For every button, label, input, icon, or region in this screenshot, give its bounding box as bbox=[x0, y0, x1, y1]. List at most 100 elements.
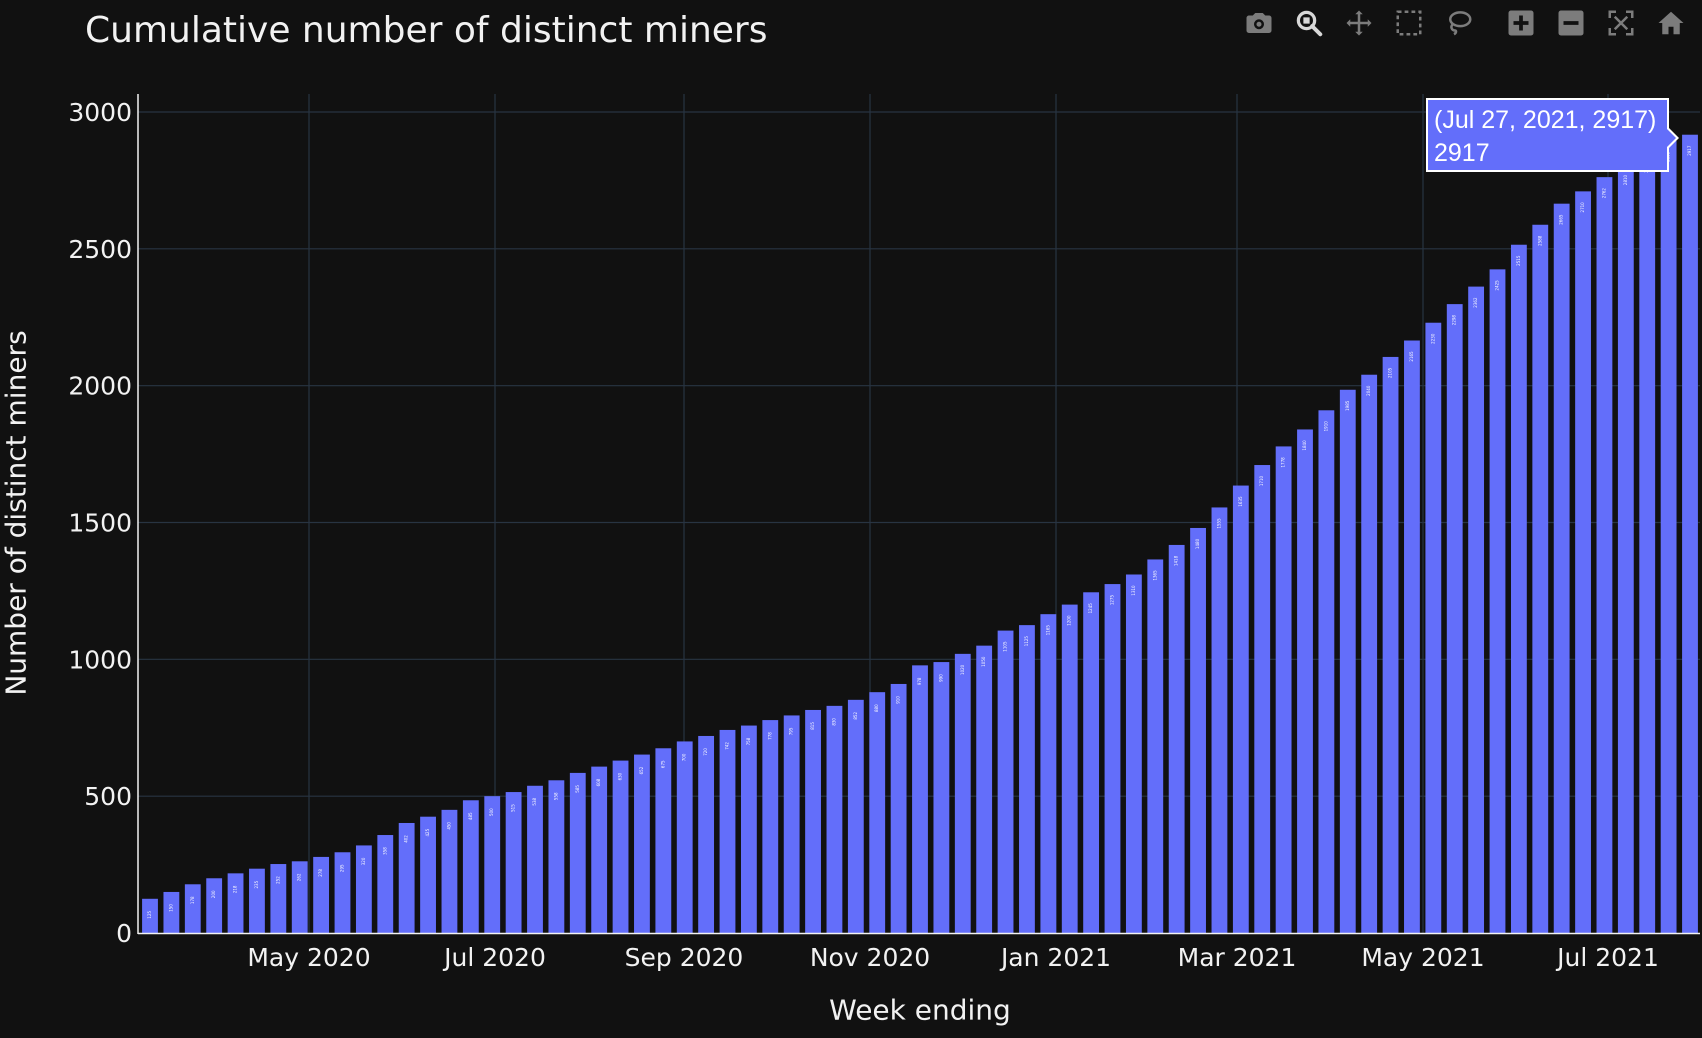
bar[interactable] bbox=[227, 873, 244, 933]
bar[interactable] bbox=[206, 878, 223, 933]
bar-value-label: 652 bbox=[639, 766, 644, 774]
bar[interactable] bbox=[1019, 625, 1035, 933]
bar[interactable] bbox=[869, 692, 886, 933]
bar[interactable] bbox=[1318, 410, 1335, 934]
x-tick-label: Jan 2021 bbox=[999, 943, 1111, 972]
bar[interactable] bbox=[441, 809, 458, 933]
bar[interactable] bbox=[1339, 389, 1356, 933]
bar[interactable] bbox=[954, 653, 971, 933]
autoscale-icon[interactable] bbox=[1604, 6, 1638, 40]
bar[interactable] bbox=[163, 891, 180, 933]
bar-value-label: 125 bbox=[147, 911, 152, 919]
bar[interactable] bbox=[591, 766, 608, 933]
bar[interactable] bbox=[313, 856, 330, 933]
bar[interactable] bbox=[826, 705, 843, 933]
bar[interactable] bbox=[1532, 224, 1549, 933]
y-tick-label: 3000 bbox=[68, 98, 132, 127]
bar[interactable] bbox=[1553, 203, 1570, 933]
bar[interactable] bbox=[1297, 429, 1313, 933]
bar[interactable] bbox=[398, 822, 415, 933]
bar[interactable] bbox=[1104, 584, 1121, 933]
bar-value-label: 585 bbox=[575, 785, 580, 793]
bar[interactable] bbox=[762, 720, 779, 933]
bar-value-label: 538 bbox=[532, 797, 537, 805]
bar[interactable] bbox=[505, 792, 522, 933]
bar[interactable] bbox=[1083, 592, 1100, 933]
bar[interactable] bbox=[890, 683, 907, 933]
pan-icon[interactable] bbox=[1342, 6, 1376, 40]
bar[interactable] bbox=[676, 741, 693, 933]
lasso-icon[interactable] bbox=[1442, 6, 1476, 40]
bar[interactable] bbox=[142, 898, 158, 933]
bar[interactable] bbox=[1575, 191, 1591, 933]
bar[interactable] bbox=[1682, 134, 1698, 933]
zoom-out-icon[interactable] bbox=[1554, 6, 1588, 40]
bar[interactable] bbox=[1040, 614, 1057, 933]
bar[interactable] bbox=[933, 662, 950, 933]
zoom-in-icon[interactable] bbox=[1504, 6, 1538, 40]
bar[interactable] bbox=[334, 852, 351, 933]
bar[interactable] bbox=[1425, 322, 1442, 933]
bar-value-label: 1125 bbox=[1024, 636, 1029, 647]
bar[interactable] bbox=[1468, 286, 1485, 933]
bar[interactable] bbox=[655, 748, 672, 933]
bar[interactable] bbox=[1232, 485, 1249, 933]
bar[interactable] bbox=[912, 665, 928, 933]
bar-value-label: 910 bbox=[896, 696, 901, 704]
bar[interactable] bbox=[569, 772, 586, 933]
bar[interactable] bbox=[783, 715, 800, 933]
bar-value-label: 795 bbox=[789, 727, 794, 735]
bar[interactable] bbox=[1660, 140, 1677, 934]
y-tick-label: 1000 bbox=[68, 645, 132, 674]
bar[interactable] bbox=[1061, 604, 1078, 933]
bar-value-label: 2298 bbox=[1452, 315, 1457, 326]
bar[interactable] bbox=[527, 785, 543, 933]
bar-value-label: 1555 bbox=[1216, 518, 1221, 529]
camera-icon[interactable] bbox=[1242, 6, 1276, 40]
bar[interactable] bbox=[1147, 559, 1164, 933]
zoom-icon[interactable] bbox=[1292, 6, 1326, 40]
bar[interactable] bbox=[1404, 340, 1420, 933]
bar-value-label: 1200 bbox=[1067, 615, 1072, 626]
bar[interactable] bbox=[976, 645, 993, 933]
bar[interactable] bbox=[1489, 269, 1506, 933]
home-icon[interactable] bbox=[1654, 6, 1688, 40]
bar[interactable] bbox=[1168, 544, 1185, 933]
bar[interactable] bbox=[1275, 446, 1292, 933]
bar[interactable] bbox=[291, 861, 308, 933]
bar[interactable] bbox=[184, 884, 201, 933]
bar[interactable] bbox=[698, 735, 715, 933]
bar-value-label: 675 bbox=[660, 760, 665, 768]
bar[interactable] bbox=[740, 725, 757, 933]
bar[interactable] bbox=[847, 699, 864, 933]
bar[interactable] bbox=[1596, 177, 1613, 933]
bar[interactable] bbox=[1639, 151, 1656, 934]
bar[interactable] bbox=[1254, 465, 1271, 933]
bar-value-label: 1480 bbox=[1195, 538, 1200, 549]
bar[interactable] bbox=[1617, 163, 1634, 933]
bar-value-label: 2917 bbox=[1687, 145, 1692, 156]
bar[interactable] bbox=[249, 868, 265, 933]
bar-value-label: 515 bbox=[511, 804, 516, 812]
bar[interactable] bbox=[997, 630, 1014, 933]
bar[interactable] bbox=[1361, 374, 1378, 934]
bar[interactable] bbox=[719, 729, 736, 933]
bar[interactable] bbox=[612, 760, 629, 933]
bar[interactable] bbox=[548, 780, 565, 933]
bar[interactable] bbox=[1125, 574, 1142, 933]
bar[interactable] bbox=[462, 800, 479, 933]
box-select-icon[interactable] bbox=[1392, 6, 1426, 40]
bar[interactable] bbox=[270, 864, 287, 933]
bar[interactable] bbox=[420, 816, 436, 933]
bar[interactable] bbox=[377, 835, 394, 933]
bar[interactable] bbox=[484, 796, 501, 933]
bar[interactable] bbox=[355, 845, 372, 933]
bar[interactable] bbox=[1510, 244, 1527, 933]
bar-value-label: 178 bbox=[190, 896, 195, 904]
bar[interactable] bbox=[1446, 304, 1463, 933]
bar[interactable] bbox=[634, 754, 650, 933]
bar[interactable] bbox=[1211, 507, 1228, 933]
bar[interactable] bbox=[1190, 527, 1206, 933]
bar[interactable] bbox=[805, 709, 821, 933]
bar[interactable] bbox=[1382, 356, 1399, 934]
